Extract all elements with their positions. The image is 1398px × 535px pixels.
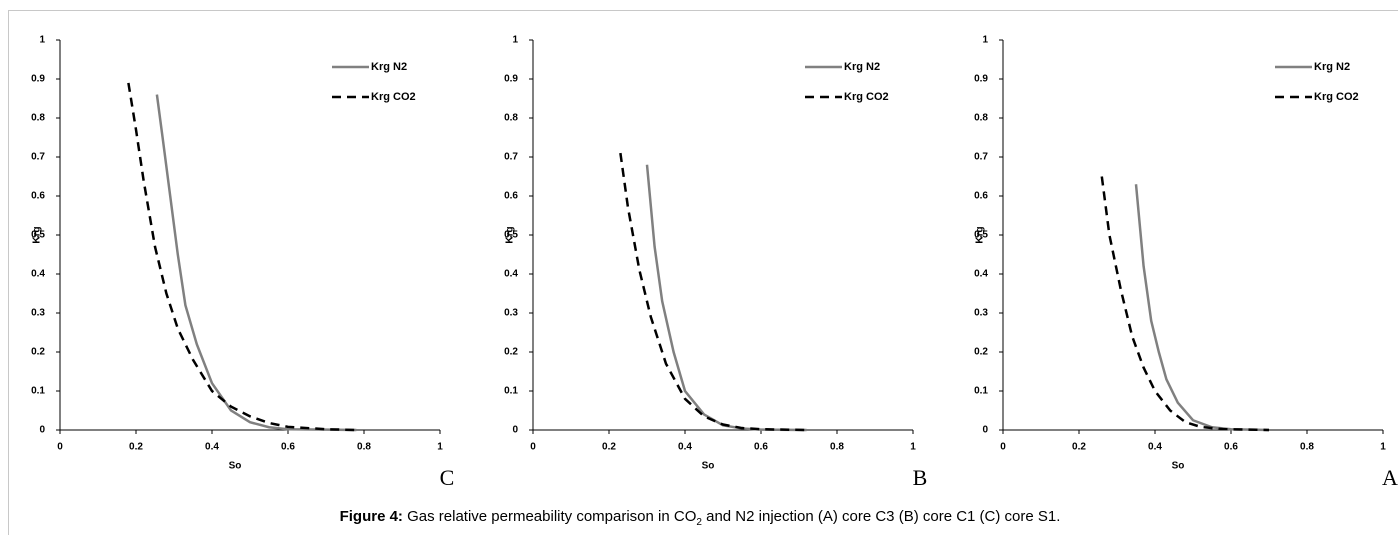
y-tick-label: 0.2 — [974, 347, 988, 358]
panel-label: B — [913, 465, 928, 490]
y-tick-label: 0.3 — [31, 308, 45, 319]
caption-text: and N2 injection (A) core C3 (B) core C1… — [702, 508, 1060, 525]
y-tick-label: 0.3 — [504, 308, 518, 319]
y-tick-label: 0.6 — [31, 191, 45, 202]
x-axis-label: So — [1172, 461, 1185, 472]
series-line — [645, 164, 807, 432]
y-tick-label: 0 — [39, 425, 45, 436]
x-tick-label: 1 — [1380, 442, 1386, 453]
y-tick-label: 0.1 — [974, 386, 988, 397]
series-line — [1134, 184, 1270, 432]
y-tick-label: 0.4 — [974, 269, 988, 280]
panel: 0 0.1 0.2 0.3 0.4 0.5 0.6 0.7 0.8 0.9 1 0 0.2 0.4 0.6 0… — [504, 35, 927, 490]
x-tick-label: 0 — [530, 442, 536, 453]
x-tick-label: 0.2 — [602, 442, 616, 453]
caption: Figure 4: Gas relative permeability comp… — [340, 508, 1061, 528]
x-tick-label: 0.2 — [129, 442, 143, 453]
x-tick-label: 0.6 — [281, 442, 295, 453]
y-tick-label: 0.3 — [974, 308, 988, 319]
y-tick-label: 0.9 — [974, 74, 988, 85]
x-tick-label: 0.8 — [357, 442, 371, 453]
x-tick-label: 0 — [1000, 442, 1006, 453]
y-tick-label: 0 — [512, 425, 518, 436]
caption-subscript: 2 — [696, 517, 702, 528]
legend-label: Krg N2 — [371, 61, 407, 73]
y-axis-label: Krg — [975, 226, 986, 243]
x-tick-label: 1 — [437, 442, 443, 453]
y-tick-label: 0.7 — [504, 152, 518, 163]
y-axis-label: Krg — [505, 226, 516, 243]
x-tick-label: 0.8 — [1300, 442, 1314, 453]
y-tick-label: 1 — [512, 35, 518, 46]
y-tick-label: 0.4 — [504, 269, 518, 280]
y-tick-label: 0.5 — [31, 230, 45, 241]
series-line — [155, 94, 357, 432]
panel-label: C — [440, 465, 455, 490]
y-tick-label: 0.9 — [31, 74, 45, 85]
x-tick-label: 0.2 — [1072, 442, 1086, 453]
panel-label: A — [1382, 465, 1398, 490]
y-tick-label: 0.8 — [504, 113, 518, 124]
y-tick-label: 1 — [982, 35, 988, 46]
y-tick-label: 0.8 — [31, 113, 45, 124]
y-tick-label: 0.5 — [974, 230, 988, 241]
x-tick-label: 0.8 — [830, 442, 844, 453]
legend-label: Krg CO2 — [844, 91, 889, 103]
y-tick-label: 0.1 — [504, 386, 518, 397]
y-axis-label: Krg — [32, 226, 43, 243]
y-tick-label: 0.7 — [31, 152, 45, 163]
x-tick-label: 0.4 — [678, 442, 692, 453]
y-tick-label: 1 — [39, 35, 45, 46]
panel: 0 0.1 0.2 0.3 0.4 0.5 0.6 0.7 0.8 0.9 1 0 0.2 0.4 0.6 0… — [31, 35, 454, 490]
y-tick-label: 0.2 — [31, 347, 45, 358]
y-tick-label: 0.8 — [974, 113, 988, 124]
frame — [8, 10, 1398, 535]
y-tick-label: 0 — [982, 425, 988, 436]
x-tick-label: 0.4 — [205, 442, 219, 453]
x-axis-label: So — [702, 461, 715, 472]
panel: 0 0.1 0.2 0.3 0.4 0.5 0.6 0.7 0.8 0.9 1 0 0.2 0.4 0.6 0… — [974, 35, 1398, 490]
y-tick-label: 0.9 — [504, 74, 518, 85]
x-tick-label: 0 — [57, 442, 63, 453]
legend-label: Krg CO2 — [371, 91, 416, 103]
series-line — [127, 82, 357, 432]
y-tick-label: 0.1 — [31, 386, 45, 397]
y-tick-label: 0.5 — [504, 230, 518, 241]
legend-label: Krg N2 — [844, 61, 880, 73]
x-tick-label: 0.4 — [1148, 442, 1162, 453]
series-line — [619, 152, 807, 432]
caption-label: Figure 4: — [340, 508, 403, 525]
legend-label: Krg CO2 — [1314, 91, 1359, 103]
legend-label: Krg N2 — [1314, 61, 1350, 73]
x-tick-label: 0.6 — [754, 442, 768, 453]
caption-text: Gas relative permeability comparison in … — [407, 508, 696, 525]
y-tick-label: 0.2 — [504, 347, 518, 358]
x-axis-label: So — [229, 461, 242, 472]
y-tick-label: 0.7 — [974, 152, 988, 163]
y-tick-label: 0.6 — [974, 191, 988, 202]
x-tick-label: 1 — [910, 442, 916, 453]
series-line — [1100, 176, 1270, 432]
y-tick-label: 0.4 — [31, 269, 45, 280]
y-tick-label: 0.6 — [504, 191, 518, 202]
x-tick-label: 0.6 — [1224, 442, 1238, 453]
